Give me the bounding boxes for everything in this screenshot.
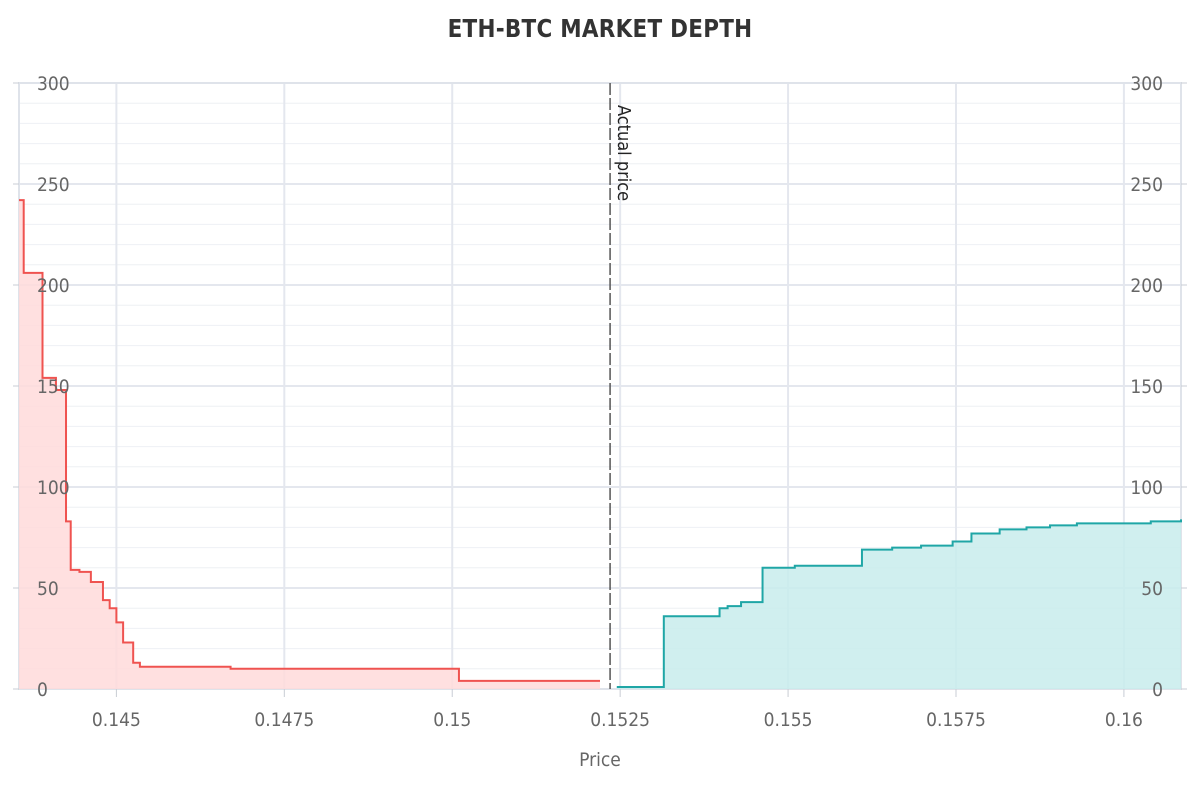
y-tick-label-left: 150: [37, 376, 70, 398]
series-layer: [19, 199, 1182, 689]
y-tick-label-left: 100: [37, 477, 70, 499]
x-tick-label: 0.1475: [254, 709, 314, 731]
x-tick-label: 0.1575: [926, 709, 986, 731]
ask-depth-area: [616, 519, 1181, 689]
x-tick-label: 0.1525: [590, 709, 650, 731]
x-tick-label: 0.145: [92, 709, 141, 731]
x-axis-title: Price: [579, 749, 621, 771]
y-tick-label-right: 150: [1130, 376, 1163, 398]
y-tick-label-left: 50: [37, 578, 59, 600]
y-tick-label-left: 200: [37, 275, 70, 297]
tick-layer: 0 0 50 50 100 100 150 150 200 200 250 250 300 300 0.14…: [13, 73, 1187, 731]
ask-depth-line: [616, 519, 1182, 688]
y-tick-label-right: 100: [1130, 477, 1163, 499]
actual-price-label: Actual price: [613, 105, 634, 201]
y-tick-label-right: 300: [1130, 73, 1163, 95]
y-tick-label-left: 250: [37, 174, 70, 196]
y-tick-label-right: 50: [1141, 578, 1163, 600]
y-tick-label-left: 0: [37, 679, 48, 701]
x-tick-label: 0.16: [1105, 709, 1143, 731]
y-tick-label-left: 300: [37, 73, 70, 95]
annotation-layer: Actual price: [609, 83, 634, 689]
chart-title: ETH-BTC MARKET DEPTH: [447, 14, 753, 43]
y-tick-label-right: 250: [1130, 174, 1163, 196]
y-tick-label-right: 200: [1130, 275, 1163, 297]
bid-depth-area: [19, 200, 600, 689]
x-tick-label: 0.155: [764, 709, 813, 731]
y-tick-label-right: 0: [1152, 679, 1163, 701]
bid-depth-line: [19, 199, 600, 682]
x-tick-label: 0.15: [433, 709, 471, 731]
